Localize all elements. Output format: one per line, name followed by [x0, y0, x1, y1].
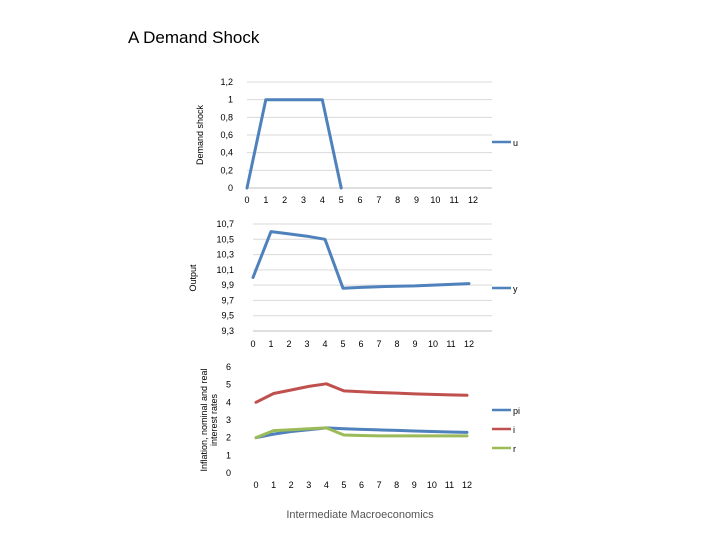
- y-tick-label: 0,8: [220, 112, 233, 122]
- x-tick-label: 9: [412, 339, 417, 349]
- legend-label-r: r: [513, 444, 516, 454]
- x-tick-label: 2: [282, 195, 287, 205]
- x-tick-label: 6: [359, 480, 364, 490]
- x-tick-label: 6: [358, 339, 363, 349]
- series-line-i: [254, 382, 469, 404]
- x-tick-label: 10: [427, 480, 437, 490]
- x-tick-label: 4: [320, 195, 325, 205]
- y-axis-label: Output: [188, 264, 198, 292]
- x-tick-label: 3: [306, 480, 311, 490]
- y-axis-label: Inflation, nominal and realinterest rate…: [199, 368, 219, 471]
- x-tick-label: 7: [376, 195, 381, 205]
- y-tick-label: 0: [228, 183, 233, 193]
- x-tick-label: 12: [468, 195, 478, 205]
- x-tick-label: 8: [394, 339, 399, 349]
- y-tick-label: 1,2: [220, 77, 233, 87]
- y-axis-label: Demand shock: [195, 104, 205, 165]
- series-line-u: [245, 98, 343, 190]
- y-tick-label: 0,4: [220, 148, 233, 158]
- x-tick-label: 5: [339, 195, 344, 205]
- x-tick-label: 7: [376, 339, 381, 349]
- y-tick-label: 10,7: [216, 219, 234, 229]
- y-tick-label: 4: [226, 397, 231, 407]
- x-tick-label: 3: [304, 339, 309, 349]
- x-tick-label: 8: [395, 195, 400, 205]
- legend-label-u: u: [513, 138, 518, 148]
- slide-footer: Intermediate Macroeconomics: [286, 509, 434, 521]
- x-tick-label: 1: [268, 339, 273, 349]
- y-tick-label: 3: [226, 415, 231, 425]
- x-tick-label: 10: [430, 195, 440, 205]
- x-tick-label: 4: [322, 339, 327, 349]
- x-tick-label: 0: [244, 195, 249, 205]
- y-tick-label: 10,5: [216, 234, 234, 244]
- x-tick-label: 9: [412, 480, 417, 490]
- x-tick-label: 5: [341, 480, 346, 490]
- x-tick-label: 0: [250, 339, 255, 349]
- x-tick-label: 1: [271, 480, 276, 490]
- y-tick-label: 1: [228, 95, 233, 105]
- y-tick-label: 6: [226, 362, 231, 372]
- x-tick-label: 2: [286, 339, 291, 349]
- x-tick-label: 4: [324, 480, 329, 490]
- y-tick-label: 9,7: [221, 295, 234, 305]
- x-tick-label: 10: [428, 339, 438, 349]
- x-tick-label: 11: [445, 480, 454, 490]
- y-tick-label: 5: [226, 380, 231, 390]
- y-tick-label: 9,3: [221, 326, 234, 336]
- x-tick-label: 12: [464, 339, 474, 349]
- y-tick-label: 10,3: [216, 250, 234, 260]
- x-tick-label: 3: [301, 195, 306, 205]
- x-tick-label: 11: [446, 339, 455, 349]
- x-tick-label: 5: [340, 339, 345, 349]
- x-tick-label: 1: [263, 195, 268, 205]
- slide-title: A Demand Shock: [128, 28, 260, 47]
- x-tick-label: 6: [357, 195, 362, 205]
- y-tick-label: 9,9: [221, 280, 234, 290]
- y-tick-label: 10,1: [216, 265, 234, 275]
- y-tick-label: 0,2: [220, 165, 233, 175]
- legend-label-i: i: [513, 425, 515, 435]
- x-tick-label: 8: [394, 480, 399, 490]
- x-tick-label: 0: [253, 480, 258, 490]
- y-tick-label: 9,5: [221, 311, 234, 321]
- x-tick-label: 2: [289, 480, 294, 490]
- y-tick-label: 1: [226, 450, 231, 460]
- x-tick-label: 7: [377, 480, 382, 490]
- y-tick-label: 2: [226, 433, 231, 443]
- x-tick-label: 11: [449, 195, 458, 205]
- series-line-y: [251, 230, 471, 290]
- legend-label-pi: pi: [513, 406, 520, 416]
- x-tick-label: 9: [414, 195, 419, 205]
- y-tick-label: 0: [226, 468, 231, 478]
- legend-label-y: y: [513, 284, 518, 294]
- x-tick-label: 12: [462, 480, 472, 490]
- y-tick-label: 0,6: [220, 130, 233, 140]
